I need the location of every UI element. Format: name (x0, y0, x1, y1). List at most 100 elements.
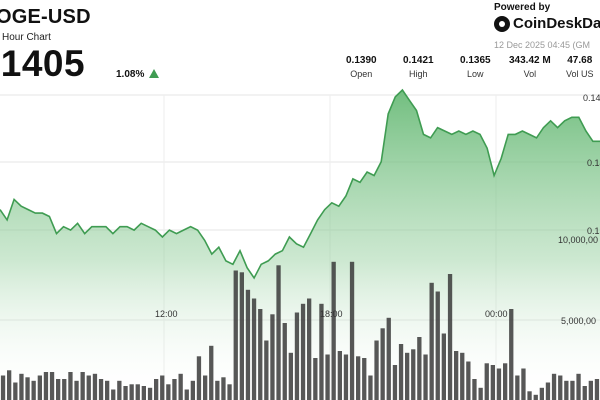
volume-bar (521, 368, 526, 400)
volume-bar (264, 340, 269, 400)
volume-bar (147, 387, 153, 400)
stat-high: 0.1421 High (403, 55, 434, 79)
volume-bar (429, 282, 434, 400)
volume-bar (545, 382, 551, 400)
volume-bar (588, 380, 593, 400)
y-axis-labels: 0.14 0.14 0.13 10,000,00 5,000,00 (558, 93, 600, 326)
volume-bar (129, 384, 134, 400)
volume-bar (172, 379, 177, 400)
volume-bar (411, 349, 416, 400)
volume-bar (62, 379, 67, 400)
volume-bar (105, 380, 110, 400)
brand-name: CoinDeskData (513, 15, 600, 33)
volume-bar (392, 365, 398, 400)
x-axis-labels: 12:00 18:00 00:00 (155, 309, 508, 319)
y-tick-label: 0.14 (587, 158, 600, 168)
volume-bar (7, 370, 12, 400)
powered-by-label: Powered by (494, 2, 551, 13)
volume-bar (509, 309, 514, 400)
volume-bar (282, 323, 287, 400)
x-tick-label: 12:00 (155, 309, 178, 319)
volume-bar (349, 261, 355, 400)
y-tick-label: 0.14 (583, 93, 600, 103)
volume-bar (294, 312, 300, 400)
stat-label: Vol US (566, 69, 594, 79)
volume-bar (19, 373, 24, 400)
stat-value: 0.1390 (346, 55, 377, 66)
volume-bar (496, 368, 502, 400)
volume-bar (98, 379, 104, 400)
volume-bar (527, 391, 532, 400)
volume-bar (515, 375, 520, 400)
volume-bar (276, 265, 281, 400)
volume-bar (239, 272, 244, 400)
volume-bar (86, 375, 91, 400)
volume-bar (466, 361, 471, 400)
volume-bar (270, 314, 275, 400)
volume-bar (558, 375, 563, 400)
stat-label: Low (467, 69, 484, 79)
volume-bar (343, 354, 349, 400)
volume-bar (25, 377, 30, 400)
volume-bar (74, 380, 79, 400)
stat-open: 0.1390 Open (346, 55, 377, 79)
volume-bar (43, 372, 49, 400)
volume-bar (245, 289, 251, 400)
stat-value: 343.42 M (509, 55, 551, 66)
stat-low: 0.1365 Low (460, 55, 491, 79)
page-title: OGE-USD (0, 6, 91, 28)
volume-bar (472, 379, 477, 400)
price-line (0, 88, 600, 280)
volume-bar (68, 372, 73, 400)
volume-bars (0, 261, 600, 400)
volume-bar (111, 389, 116, 400)
x-tick-label: 18:00 (320, 309, 343, 319)
volume-bar (307, 298, 312, 400)
volume-bar (441, 333, 446, 400)
volume-bar (435, 291, 440, 400)
timestamp: 12 Dec 2025 04:45 (GM (494, 40, 591, 50)
volume-bar (398, 344, 404, 400)
volume-bar (503, 363, 508, 400)
volume-bar (300, 303, 306, 400)
volume-bar (251, 298, 257, 400)
volume-bar (0, 375, 6, 400)
volume-bar (196, 356, 202, 400)
stat-label: Open (350, 69, 373, 79)
volume-bar (447, 274, 453, 400)
volume-bar (209, 345, 214, 400)
stat-volume-usd: 47.68 Vol US (566, 55, 594, 79)
volume-bar (386, 317, 391, 400)
volume-bar (423, 354, 428, 400)
volume-bar (221, 377, 226, 400)
volume-bar (337, 351, 342, 400)
volume-bar (460, 352, 465, 400)
volume-bar (154, 379, 159, 400)
volume-bar (374, 340, 379, 400)
up-arrow-icon (149, 69, 159, 78)
volume-bar (478, 387, 483, 400)
x-tick-label: 00:00 (485, 309, 508, 319)
volume-bar (141, 386, 146, 400)
volume-bar (331, 261, 336, 400)
volume-bar (215, 380, 220, 400)
volume-bar (356, 356, 361, 400)
volume-bar (184, 389, 189, 400)
volume-tick-label: 5,000,00 (561, 316, 596, 326)
volume-bar (405, 352, 410, 400)
stat-label: High (409, 69, 428, 79)
brand-logo[interactable]: CoinDeskData (494, 15, 600, 37)
volume-bar (288, 352, 293, 400)
volume-bar (80, 372, 85, 400)
volume-bar (13, 382, 18, 400)
stat-label: Vol (523, 69, 537, 79)
stat-value: 0.1365 (460, 55, 491, 66)
volume-bar (56, 379, 61, 400)
current-price: .1405 (0, 43, 86, 84)
volume-bar (570, 380, 575, 400)
volume-bar (368, 375, 373, 400)
volume-bar (594, 379, 600, 400)
volume-tick-label: 10,000,00 (558, 235, 598, 245)
stat-volume: 343.42 M Vol (509, 55, 551, 79)
volume-bar (484, 363, 489, 400)
